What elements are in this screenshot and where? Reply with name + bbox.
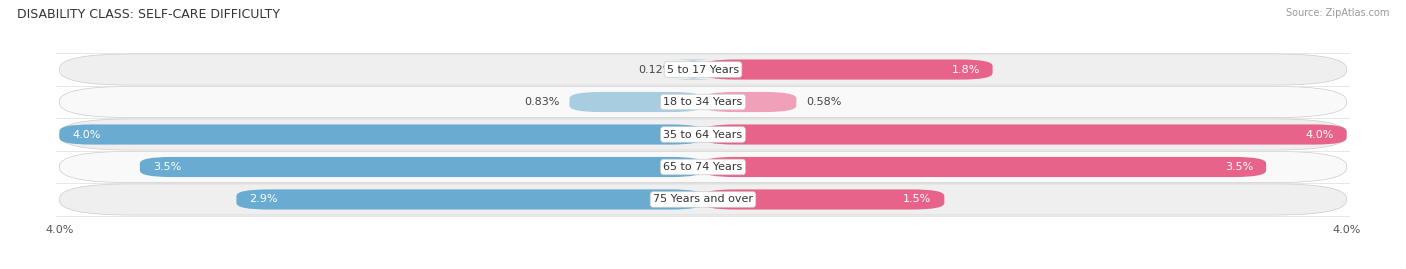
Text: 0.12%: 0.12% [638,65,673,75]
Text: 1.8%: 1.8% [952,65,980,75]
FancyBboxPatch shape [59,54,1347,85]
Text: 35 to 64 Years: 35 to 64 Years [664,129,742,140]
Text: Source: ZipAtlas.com: Source: ZipAtlas.com [1285,8,1389,18]
Text: 5 to 17 Years: 5 to 17 Years [666,65,740,75]
FancyBboxPatch shape [59,125,703,144]
FancyBboxPatch shape [236,189,703,210]
FancyBboxPatch shape [59,119,1347,150]
Text: DISABILITY CLASS: SELF-CARE DIFFICULTY: DISABILITY CLASS: SELF-CARE DIFFICULTY [17,8,280,21]
FancyBboxPatch shape [703,189,945,210]
Text: 4.0%: 4.0% [1305,129,1334,140]
FancyBboxPatch shape [59,86,1347,118]
Text: 65 to 74 Years: 65 to 74 Years [664,162,742,172]
Text: 3.5%: 3.5% [153,162,181,172]
FancyBboxPatch shape [59,151,1347,183]
Text: 3.5%: 3.5% [1225,162,1253,172]
FancyBboxPatch shape [703,125,1347,144]
FancyBboxPatch shape [703,59,993,80]
Text: 4.0%: 4.0% [72,129,101,140]
Text: 2.9%: 2.9% [249,194,278,204]
FancyBboxPatch shape [59,184,1347,215]
Text: 0.83%: 0.83% [524,97,560,107]
Text: 75 Years and over: 75 Years and over [652,194,754,204]
FancyBboxPatch shape [703,157,1265,177]
Text: 0.58%: 0.58% [806,97,841,107]
FancyBboxPatch shape [141,157,703,177]
FancyBboxPatch shape [569,92,703,112]
FancyBboxPatch shape [703,92,796,112]
FancyBboxPatch shape [671,59,716,80]
Text: 18 to 34 Years: 18 to 34 Years [664,97,742,107]
Text: 1.5%: 1.5% [903,194,931,204]
